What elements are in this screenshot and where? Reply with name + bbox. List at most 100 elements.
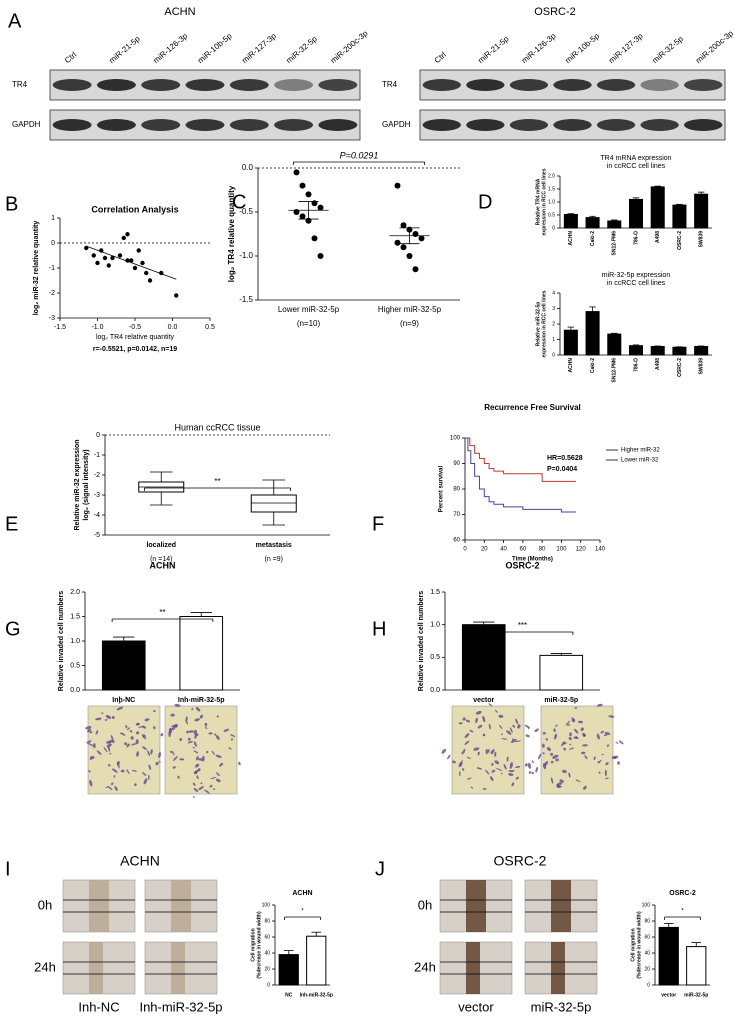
cell bbox=[491, 769, 496, 773]
cell bbox=[485, 769, 490, 775]
point bbox=[174, 293, 179, 298]
x-tick-label: vector bbox=[661, 992, 676, 998]
cell bbox=[216, 715, 219, 718]
x-tick-label: miR-32-5p bbox=[544, 697, 578, 704]
cell bbox=[95, 730, 99, 735]
x-tick-label: 140 bbox=[595, 547, 606, 553]
cell bbox=[160, 732, 164, 737]
cell bbox=[118, 701, 122, 704]
y-tick-label: 1.0 bbox=[70, 638, 80, 645]
cell bbox=[582, 732, 586, 737]
cell bbox=[111, 768, 118, 773]
bar bbox=[607, 220, 622, 229]
point bbox=[121, 235, 126, 241]
y-axis-label: Relative TR4 mRNA bbox=[535, 178, 541, 225]
y-tick-label: 2.0 bbox=[548, 173, 555, 179]
cell bbox=[488, 748, 490, 753]
cell bbox=[107, 785, 113, 791]
blot-band bbox=[640, 79, 679, 91]
y-tick-label: -1 bbox=[49, 265, 55, 272]
cell bbox=[498, 724, 503, 730]
cell bbox=[191, 707, 194, 711]
chart-title: OSRC-2 bbox=[669, 890, 696, 897]
lane-label: miR-127-3p bbox=[607, 31, 645, 65]
y-axis-label: Percent survival bbox=[439, 465, 445, 512]
x-tick-label: 120 bbox=[576, 547, 587, 553]
point bbox=[106, 263, 111, 268]
y-axis-label: Cell migration bbox=[250, 928, 256, 961]
cell bbox=[489, 776, 494, 782]
y-tick-label: -3 bbox=[49, 315, 55, 322]
bar bbox=[672, 346, 687, 356]
cell bbox=[187, 740, 194, 744]
x-tick-label: localized bbox=[146, 542, 176, 549]
cell bbox=[517, 724, 521, 729]
cell bbox=[148, 764, 152, 770]
wound-gap bbox=[551, 880, 571, 932]
y-axis-label: Relative miR-32-5p bbox=[535, 302, 541, 347]
lane-label: miR-127-3p bbox=[240, 31, 278, 65]
x-tick-label: ACHN bbox=[568, 358, 574, 373]
x-tick-label: 0.0 bbox=[168, 324, 178, 331]
cell bbox=[461, 750, 465, 755]
y-axis-label: Relative miR-32 expression bbox=[74, 439, 81, 530]
cell bbox=[125, 725, 128, 729]
cell bbox=[87, 728, 92, 733]
cell bbox=[525, 763, 528, 767]
point bbox=[117, 253, 123, 258]
cell bbox=[105, 715, 112, 719]
cell bbox=[204, 789, 210, 794]
y-tick-label: 2.0 bbox=[70, 589, 80, 596]
chart-title: miR-32-5p expression bbox=[602, 272, 671, 279]
panel-label: H bbox=[372, 618, 386, 640]
lane-label: miR-10b-5p bbox=[563, 31, 601, 65]
chart-title: in ccRCC cell lines bbox=[607, 163, 666, 170]
x-tick-label: 786-O bbox=[633, 358, 639, 372]
blot-title: ACHN bbox=[164, 6, 195, 18]
cell bbox=[208, 732, 213, 735]
cell bbox=[168, 727, 172, 731]
x-tick-label: Caki-2 bbox=[590, 231, 596, 246]
cell bbox=[185, 716, 188, 722]
cell bbox=[104, 719, 108, 721]
cell bbox=[485, 749, 489, 755]
cell bbox=[515, 766, 521, 769]
cell bbox=[515, 718, 519, 725]
cell bbox=[550, 760, 554, 764]
cell bbox=[193, 750, 199, 754]
significance-label: * bbox=[681, 909, 684, 915]
panel-label: J bbox=[375, 858, 385, 880]
cell bbox=[135, 739, 139, 745]
bar bbox=[563, 329, 578, 356]
cell bbox=[542, 763, 547, 770]
cell bbox=[119, 732, 126, 736]
x-tick-label: SW839 bbox=[698, 358, 704, 375]
cell bbox=[147, 750, 151, 757]
cell bbox=[111, 715, 115, 720]
blot-row-label: TR4 bbox=[382, 80, 398, 89]
cell bbox=[477, 724, 483, 729]
panel-label: C bbox=[232, 191, 246, 213]
wound-gap bbox=[171, 942, 185, 994]
cell bbox=[581, 744, 588, 747]
cell bbox=[89, 779, 93, 787]
y-tick-label: 60 bbox=[264, 934, 270, 940]
cell bbox=[537, 753, 542, 760]
bar bbox=[672, 204, 687, 229]
cell bbox=[172, 755, 178, 762]
cell bbox=[542, 743, 545, 748]
y-tick-label: 0 bbox=[51, 240, 55, 247]
cell bbox=[469, 729, 474, 733]
x-tick-label: A498 bbox=[655, 358, 661, 370]
cell bbox=[172, 766, 176, 769]
cell bbox=[600, 730, 604, 734]
cell bbox=[143, 778, 148, 785]
cell bbox=[464, 733, 470, 739]
cell bbox=[475, 710, 482, 715]
point bbox=[293, 169, 300, 176]
y-tick-label: 100 bbox=[450, 436, 461, 442]
point bbox=[299, 182, 306, 189]
cell bbox=[197, 758, 204, 761]
cell bbox=[150, 749, 153, 755]
sample-size: (n =9) bbox=[265, 556, 283, 563]
